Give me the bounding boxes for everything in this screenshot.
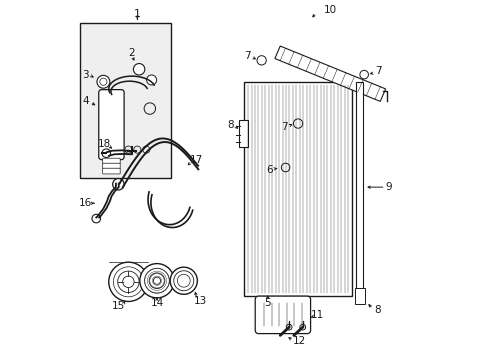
- Circle shape: [142, 146, 149, 153]
- Circle shape: [257, 56, 266, 65]
- Polygon shape: [274, 46, 385, 102]
- Text: 3: 3: [82, 70, 89, 80]
- Circle shape: [113, 267, 143, 297]
- Circle shape: [100, 78, 107, 85]
- FancyBboxPatch shape: [354, 288, 364, 304]
- Circle shape: [122, 276, 134, 288]
- Circle shape: [112, 179, 124, 190]
- Text: 11: 11: [310, 310, 324, 320]
- Text: 2: 2: [128, 48, 135, 58]
- Circle shape: [359, 70, 367, 79]
- Text: 16: 16: [79, 198, 92, 208]
- FancyBboxPatch shape: [239, 120, 247, 147]
- Circle shape: [92, 214, 101, 223]
- Circle shape: [299, 324, 305, 330]
- Text: 4: 4: [82, 96, 89, 107]
- Circle shape: [173, 271, 193, 291]
- FancyBboxPatch shape: [102, 163, 120, 169]
- Circle shape: [133, 64, 144, 75]
- Text: 10: 10: [323, 5, 336, 15]
- Text: 12: 12: [293, 337, 306, 346]
- Text: 7: 7: [244, 51, 250, 61]
- Circle shape: [285, 324, 291, 330]
- FancyBboxPatch shape: [255, 296, 310, 334]
- Text: 8: 8: [226, 120, 233, 130]
- Circle shape: [108, 262, 148, 301]
- Text: 7: 7: [374, 66, 381, 76]
- Text: 13: 13: [194, 296, 207, 306]
- Circle shape: [153, 277, 160, 284]
- Bar: [244, 82, 351, 296]
- Circle shape: [293, 119, 302, 128]
- Circle shape: [177, 274, 190, 287]
- Circle shape: [149, 273, 164, 289]
- Circle shape: [146, 75, 156, 85]
- Circle shape: [144, 103, 155, 114]
- Circle shape: [97, 75, 110, 88]
- Circle shape: [102, 149, 110, 157]
- Text: 17: 17: [189, 156, 203, 165]
- Circle shape: [140, 264, 174, 298]
- Circle shape: [134, 146, 141, 153]
- Circle shape: [118, 271, 139, 293]
- Bar: [80, 23, 171, 178]
- Text: 1: 1: [134, 9, 141, 19]
- Text: 5: 5: [264, 298, 270, 308]
- Text: 15: 15: [112, 301, 125, 311]
- FancyBboxPatch shape: [102, 168, 120, 174]
- Circle shape: [281, 163, 289, 172]
- Circle shape: [170, 267, 197, 294]
- Text: 14: 14: [150, 298, 163, 308]
- FancyBboxPatch shape: [99, 90, 124, 159]
- FancyBboxPatch shape: [102, 158, 120, 164]
- Text: 7: 7: [281, 122, 287, 132]
- Text: 18: 18: [98, 139, 111, 149]
- Circle shape: [144, 268, 169, 293]
- Text: 9: 9: [385, 182, 392, 192]
- Text: 6: 6: [265, 165, 272, 175]
- Circle shape: [124, 146, 132, 153]
- Text: 8: 8: [374, 305, 380, 315]
- Bar: [356, 82, 362, 296]
